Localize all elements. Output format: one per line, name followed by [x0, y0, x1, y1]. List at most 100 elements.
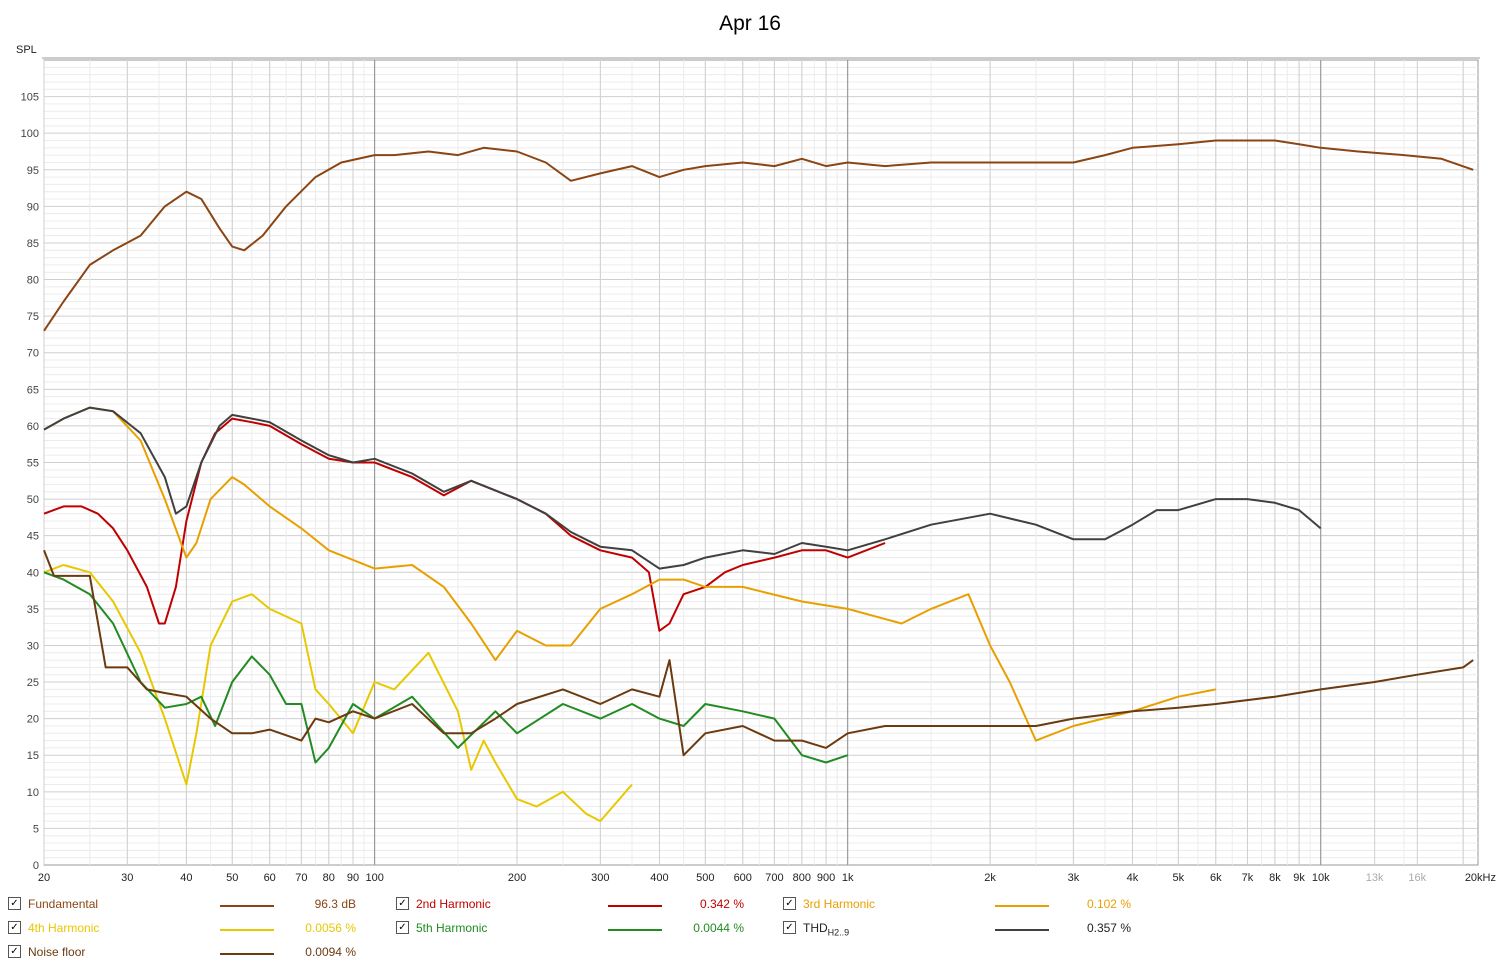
y-axis-label: SPL: [16, 44, 37, 56]
series-line-noise-floor: [43, 549, 1474, 757]
x-tick-label: 13k: [1366, 872, 1384, 884]
x-tick-label: 10k: [1312, 872, 1330, 884]
legend-label: 2nd Harmonic: [416, 897, 491, 911]
series-line-5th-harmonic: [43, 571, 849, 764]
legend-item[interactable]: ✓ THDH2..9 0.357 %: [783, 918, 1163, 938]
x-tick-label: 700: [765, 872, 783, 884]
legend-label: 4th Harmonic: [28, 921, 100, 935]
legend-value: 0.0094 %: [305, 945, 356, 959]
legend-swatch: [220, 929, 274, 931]
x-tick-label: 60: [264, 872, 276, 884]
legend-value: 96.3 dB: [314, 897, 356, 911]
legend-swatch: [608, 905, 662, 907]
x-tick-label: 800: [793, 872, 811, 884]
legend-checkbox[interactable]: ✓: [396, 897, 409, 910]
x-tick-label: 100: [365, 872, 383, 884]
x-tick-label: 1k: [842, 872, 854, 884]
x-tick-label: 30: [121, 872, 133, 884]
legend-label: THDH2..9: [803, 921, 850, 938]
legend-swatch: [220, 953, 274, 955]
x-tick-label: 80: [323, 872, 335, 884]
legend-checkbox[interactable]: ✓: [8, 897, 21, 910]
x-tick-label: 50: [226, 872, 238, 884]
y-tick-label: 90: [27, 201, 39, 213]
legend-value: 0.0056 %: [305, 921, 356, 935]
legend-label: Noise floor: [28, 945, 86, 959]
y-tick-label: 100: [21, 128, 39, 140]
y-tick-label: 45: [27, 531, 39, 543]
legend-swatch: [220, 905, 274, 907]
legend-swatch: [995, 905, 1049, 907]
legend-checkbox[interactable]: ✓: [396, 921, 409, 934]
legend-item[interactable]: ✓ Fundamental 96.3 dB: [8, 894, 388, 914]
x-tick-label: 20: [38, 872, 50, 884]
x-tick-label: 900: [817, 872, 835, 884]
legend-item[interactable]: ✓ 5th Harmonic 0.0044 %: [396, 918, 776, 938]
legend-swatch: [995, 929, 1049, 931]
spl-chart: Apr 16 SPL 0 5 10 15 20 25 30 35 40 45 50 55 60 65 70 7…: [16, 12, 1496, 884]
x-tick-label: 500: [696, 872, 714, 884]
legend-item[interactable]: ✓ 4th Harmonic 0.0056 %: [8, 918, 388, 938]
legend-item[interactable]: ✓ 3rd Harmonic 0.102 %: [783, 894, 1163, 914]
series-line-thd-h2-9: [43, 406, 1322, 570]
x-tick-label: 600: [734, 872, 752, 884]
y-tick-label: 95: [27, 165, 39, 177]
legend-label: 5th Harmonic: [416, 921, 488, 935]
legend-checkbox[interactable]: ✓: [783, 897, 796, 910]
x-tick-label: 7k: [1242, 872, 1254, 884]
y-tick-label: 75: [27, 311, 39, 323]
series-line-2nd-harmonic: [43, 417, 886, 632]
y-tick-label: 10: [27, 787, 39, 799]
y-tick-label: 25: [27, 677, 39, 689]
x-tick-label: 400: [650, 872, 668, 884]
legend-checkbox[interactable]: ✓: [8, 945, 21, 958]
legend-checkbox[interactable]: ✓: [8, 921, 21, 934]
chart-title: Apr 16: [719, 12, 781, 35]
legend-label: 3rd Harmonic: [803, 897, 876, 911]
legend-item[interactable]: ✓ Noise floor 0.0094 %: [8, 942, 388, 962]
legend: ✓ Fundamental 96.3 dB ✓ 2nd Harmonic 0.342 % ✓…: [0, 890, 1500, 970]
y-tick-label: 105: [21, 92, 39, 104]
series-group: [43, 139, 1474, 823]
y-tick-label: 15: [27, 750, 39, 762]
y-tick-label: 70: [27, 348, 39, 360]
y-tick-label: 55: [27, 458, 39, 470]
x-tick-label: 90: [347, 872, 359, 884]
x-tick-label: 20kHz: [1465, 872, 1496, 884]
legend-checkbox[interactable]: ✓: [783, 921, 796, 934]
legend-value: 0.102 %: [1086, 897, 1131, 911]
y-tick-label: 65: [27, 384, 39, 396]
x-tick-label: 5k: [1173, 872, 1185, 884]
legend-value: 0.0044 %: [693, 921, 744, 935]
x-tick-label: 300: [591, 872, 609, 884]
y-tick-label: 5: [33, 823, 39, 835]
x-tick-label: 70: [295, 872, 307, 884]
grid: [43, 60, 1478, 865]
x-tick-label: 6k: [1210, 872, 1222, 884]
plot-area: [42, 57, 1480, 866]
y-tick-label: 30: [27, 640, 39, 652]
series-line-fundamental: [43, 139, 1474, 332]
x-tick-label: 2k: [984, 872, 996, 884]
legend-label: Fundamental: [28, 897, 99, 911]
x-tick-label: 9k: [1293, 872, 1305, 884]
y-tick-label: 20: [27, 714, 39, 726]
x-tick-label: 3k: [1068, 872, 1080, 884]
y-tick-label: 85: [27, 238, 39, 250]
y-tick-label: 50: [27, 494, 39, 506]
x-tick-label: 40: [180, 872, 192, 884]
y-tick-label: 60: [27, 421, 39, 433]
series-line-3rd-harmonic: [43, 406, 1216, 742]
legend-value: 0.357 %: [1086, 921, 1131, 935]
legend-value: 0.342 %: [699, 897, 744, 911]
x-tick-label: 16k: [1408, 872, 1426, 884]
x-tick-label: 8k: [1269, 872, 1281, 884]
y-tick-label: 35: [27, 604, 39, 616]
legend-label-subscript: H2..9: [827, 927, 850, 938]
x-tick-label: 4k: [1127, 872, 1139, 884]
series-line-4th-harmonic: [43, 564, 633, 823]
y-tick-label: 80: [27, 275, 39, 287]
legend-item[interactable]: ✓ 2nd Harmonic 0.342 %: [396, 894, 776, 914]
axis-ticks: 0 5 10 15 20 25 30 35 40 45 50 55 60 65 70 75 80 85 90 95 10…: [21, 92, 1496, 884]
x-tick-label: 200: [508, 872, 526, 884]
